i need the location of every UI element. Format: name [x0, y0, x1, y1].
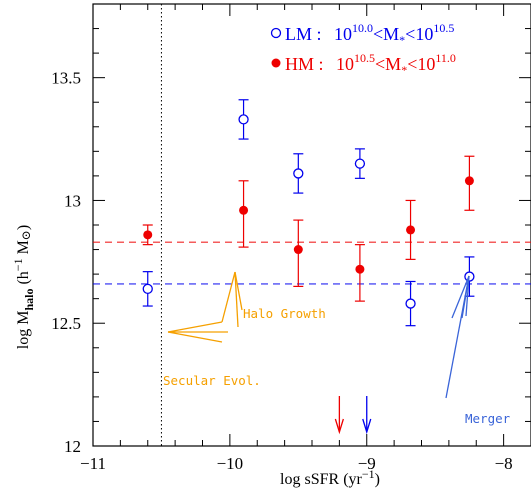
legend-entry-lm: LM : 1010.0<M*<1010.5	[285, 21, 454, 47]
y-tick-label: 12.5	[51, 314, 81, 333]
legend-marker-lm	[270, 27, 282, 39]
secular-evol-annotation: Secular Evol.	[163, 373, 261, 388]
merger-annotation: Merger	[465, 411, 511, 426]
x-tick-label: −8	[495, 454, 513, 473]
data-point-hm	[293, 245, 303, 255]
data-point-lm	[405, 298, 416, 309]
secular-evol-arrow	[167, 331, 223, 343]
data-point-hm	[355, 264, 365, 274]
merger-arrow	[451, 275, 470, 319]
legend-marker-hm	[271, 58, 281, 68]
data-point-hm	[406, 225, 416, 235]
data-point-lm	[142, 283, 153, 294]
x-tick-label: −10	[217, 454, 244, 473]
secular-evol-arrow	[167, 321, 223, 333]
halo-growth-annotation: Halo Growth	[243, 306, 326, 321]
merger-label: Merger	[465, 411, 511, 426]
data-point-lm	[354, 158, 366, 169]
data-point-lm	[238, 114, 249, 125]
data-point-hm	[464, 176, 474, 186]
secular-evol-label: Secular Evol.	[163, 373, 261, 388]
x-tick-label: −11	[80, 454, 106, 473]
data-point-hm	[143, 230, 153, 240]
y-axis-label: log Mhalo (h−1 M⊙)	[11, 225, 36, 349]
merger-arrow	[465, 275, 470, 317]
y-tick-label: 12	[64, 437, 81, 456]
data-point-lm	[293, 168, 304, 179]
legend: LM : 1010.0<M*<1010.5 HM : 1010.5<M*<101…	[270, 21, 456, 77]
x-axis-label: log sSFR (yr−1)	[280, 467, 380, 488]
legend-entry-hm: HM : 1010.5<M*<1011.0	[285, 51, 456, 77]
halo-growth-label: Halo Growth	[243, 306, 326, 321]
x-tick-label: −9	[358, 454, 376, 473]
data-point-hm	[239, 205, 249, 215]
y-tick-label: 13.5	[51, 69, 81, 88]
halo-growth-arrow	[234, 271, 243, 311]
red-arrow-head	[334, 418, 344, 435]
halo-growth-arrow	[221, 271, 236, 323]
blue-arrow-head	[362, 418, 372, 435]
halo-growth-arrow	[234, 271, 239, 328]
y-tick-label: 13	[64, 191, 81, 210]
